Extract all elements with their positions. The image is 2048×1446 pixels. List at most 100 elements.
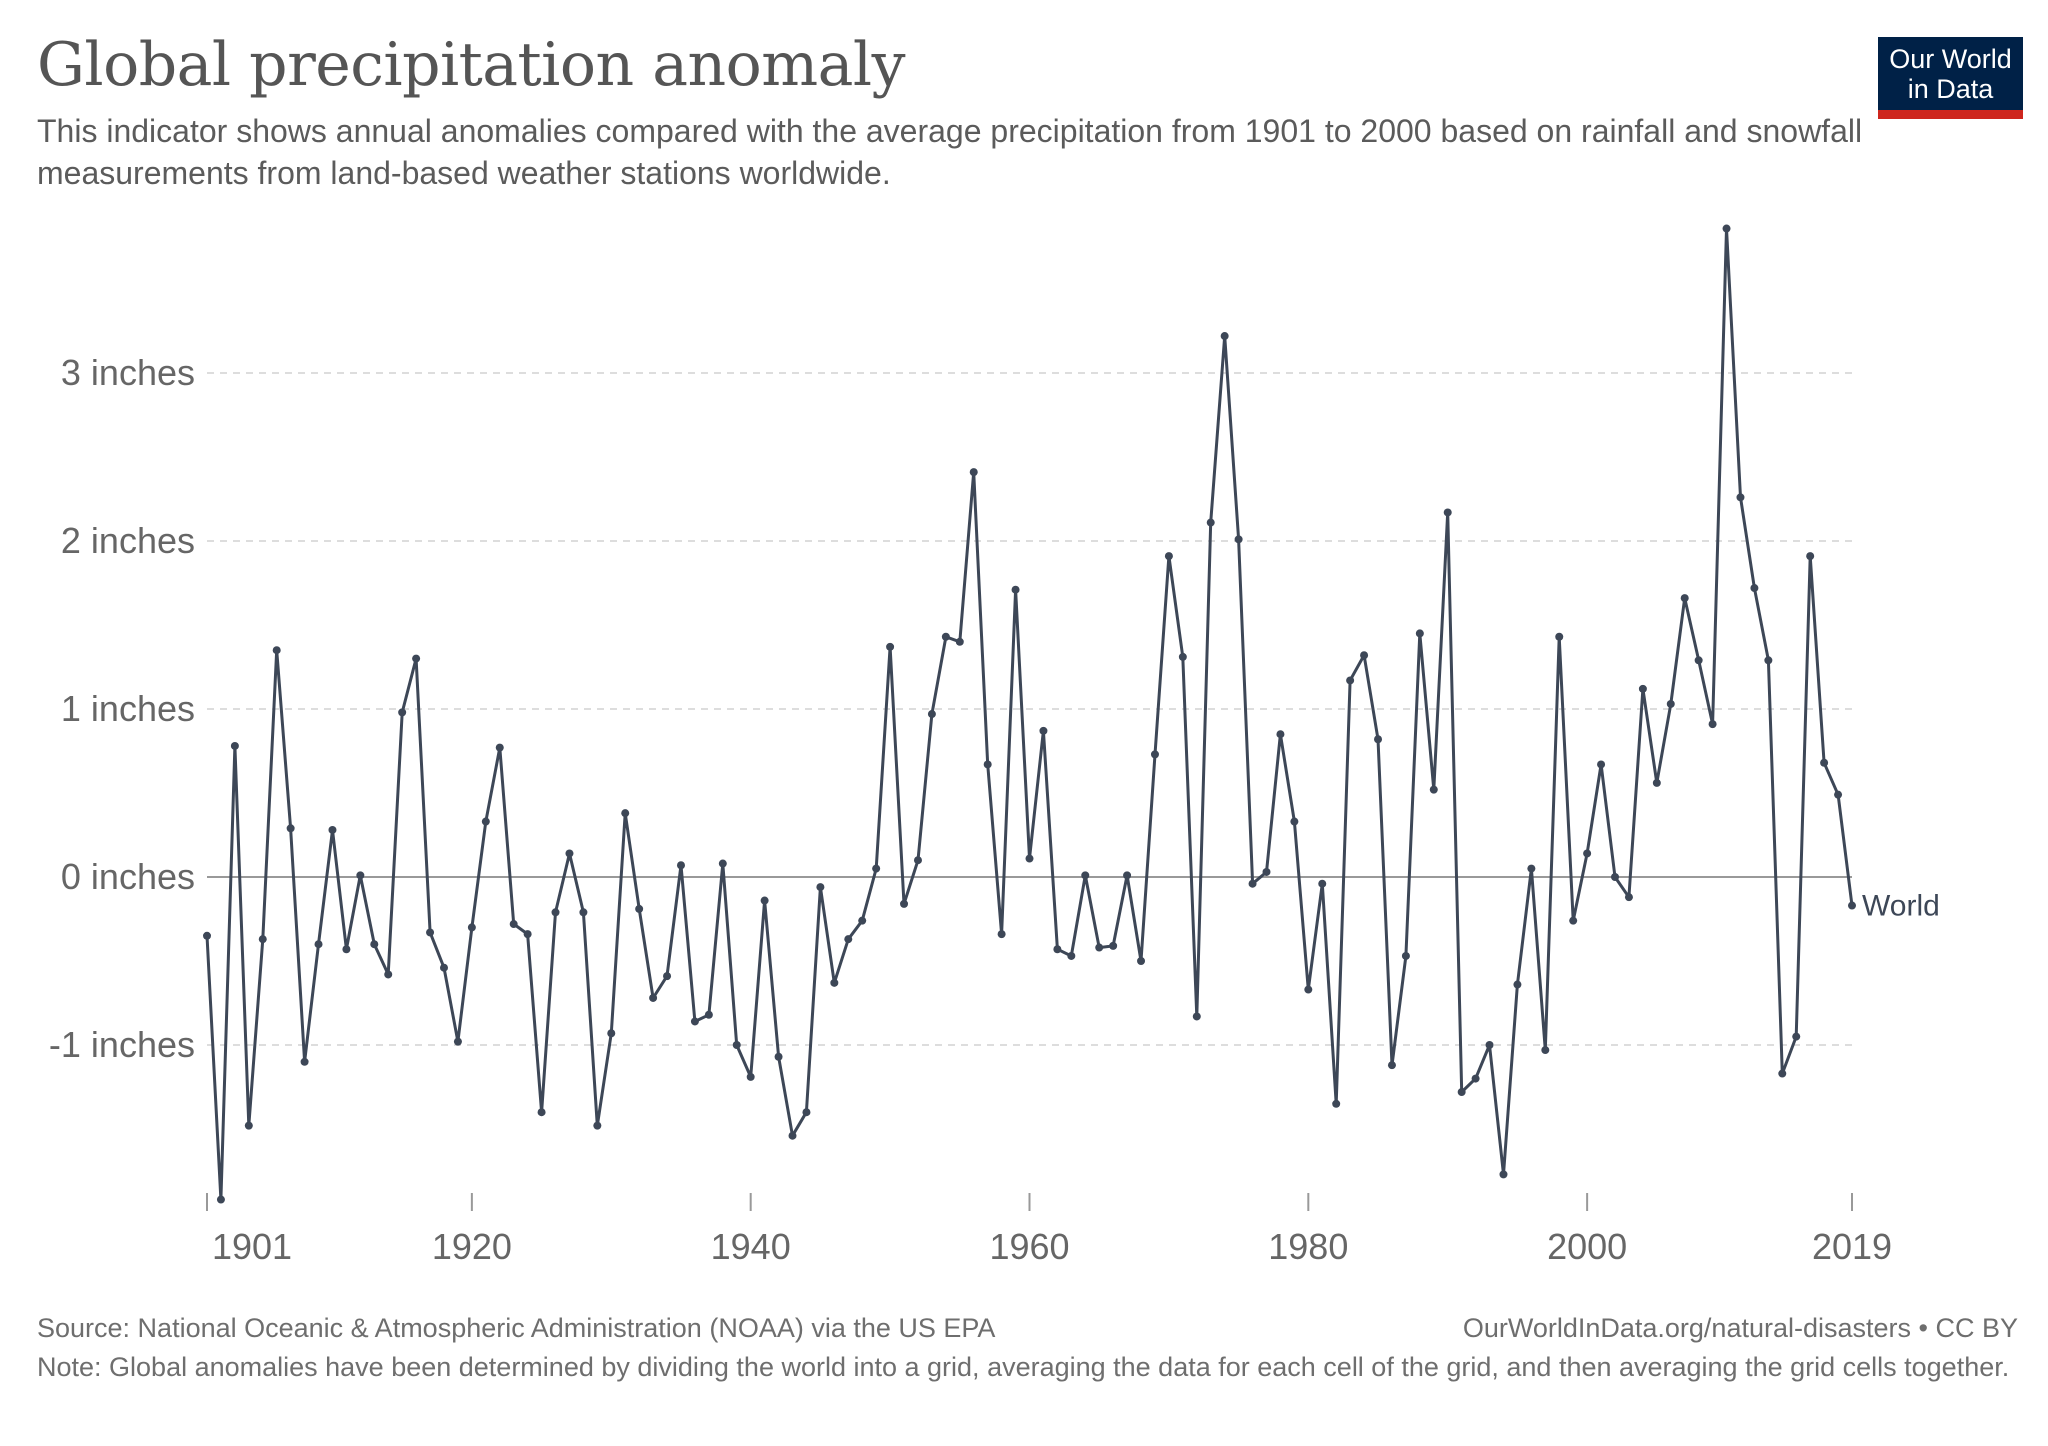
data-point xyxy=(495,743,504,752)
data-point xyxy=(216,1195,225,1204)
data-point xyxy=(1290,817,1299,826)
data-point xyxy=(1109,941,1118,950)
data-point xyxy=(1722,224,1731,233)
data-point xyxy=(872,864,881,873)
data-point xyxy=(1415,629,1424,638)
x-tick-label: 2019 xyxy=(1812,1226,1892,1267)
data-point xyxy=(1387,1061,1396,1070)
data-point xyxy=(342,945,351,954)
data-point xyxy=(927,710,936,719)
series-line xyxy=(205,227,1854,1202)
data-point xyxy=(746,1072,755,1081)
data-point xyxy=(426,928,435,937)
data-point xyxy=(663,972,672,981)
data-point xyxy=(1541,1046,1550,1055)
data-point xyxy=(1332,1099,1341,1108)
data-point xyxy=(1471,1074,1480,1083)
data-point xyxy=(1095,943,1104,952)
data-point xyxy=(1834,790,1843,799)
data-point xyxy=(1067,951,1076,960)
data-point xyxy=(593,1121,602,1130)
data-point xyxy=(1234,535,1243,544)
source-text: Source: National Oceanic & Atmospheric A… xyxy=(37,1313,996,1343)
data-point xyxy=(1123,871,1132,880)
x-tick-label: 1901 xyxy=(212,1226,292,1267)
data-point xyxy=(300,1057,309,1066)
data-point xyxy=(635,904,644,913)
y-tick-label: 0 inches xyxy=(61,856,195,897)
data-point xyxy=(1374,735,1383,744)
data-point xyxy=(1053,945,1062,954)
owid-logo[interactable]: Our World in Data xyxy=(1878,37,2023,119)
data-point xyxy=(941,632,950,641)
data-point xyxy=(1011,585,1020,594)
data-point xyxy=(1443,508,1452,517)
series-label: World xyxy=(1862,890,1940,923)
data-point xyxy=(1457,1088,1466,1097)
data-point xyxy=(1276,730,1285,739)
data-point xyxy=(844,935,853,944)
data-point xyxy=(886,642,895,651)
data-point xyxy=(1666,699,1675,708)
data-point xyxy=(676,861,685,870)
data-point xyxy=(1150,750,1159,759)
data-point xyxy=(1360,651,1369,660)
data-point xyxy=(1680,594,1689,603)
data-point xyxy=(830,978,839,987)
chart-title: Global precipitation anomaly xyxy=(37,30,905,100)
data-point xyxy=(1624,893,1633,902)
data-point xyxy=(439,963,448,972)
data-point xyxy=(1262,867,1271,876)
data-point xyxy=(537,1108,546,1117)
y-tick-label: 1 inches xyxy=(61,688,195,729)
note-text: Note: Global anomalies have been determi… xyxy=(37,1352,2010,1382)
data-point xyxy=(509,920,518,929)
data-point xyxy=(1848,901,1856,910)
data-point xyxy=(913,856,922,865)
data-point xyxy=(649,993,658,1002)
data-point xyxy=(621,809,630,818)
data-point xyxy=(272,646,281,655)
data-point xyxy=(551,908,560,917)
data-point xyxy=(1820,758,1829,767)
data-point xyxy=(523,930,532,939)
data-point xyxy=(565,849,574,858)
data-point xyxy=(1555,632,1564,641)
data-point xyxy=(690,1017,699,1026)
y-tick-label: -1 inches xyxy=(49,1024,195,1065)
data-point xyxy=(1750,584,1759,593)
data-point xyxy=(398,708,407,717)
data-point xyxy=(481,817,490,826)
data-point xyxy=(356,871,365,880)
data-point xyxy=(1583,849,1592,858)
data-point xyxy=(1778,1069,1787,1078)
data-point xyxy=(1346,676,1355,685)
data-point xyxy=(1206,518,1215,527)
x-tick-label: 2000 xyxy=(1547,1226,1627,1267)
data-point xyxy=(1025,854,1034,863)
y-tick-label: 2 inches xyxy=(61,520,195,561)
data-point xyxy=(760,896,769,905)
logo-text: Our World in Data xyxy=(1889,44,2012,104)
data-point xyxy=(230,741,239,750)
data-point xyxy=(955,637,964,646)
data-point xyxy=(816,883,825,892)
data-point xyxy=(1485,1041,1494,1049)
data-point xyxy=(802,1108,811,1117)
data-point xyxy=(607,1029,616,1038)
data-point xyxy=(1569,916,1578,925)
data-point xyxy=(1248,879,1257,888)
data-point xyxy=(1304,985,1313,994)
data-point xyxy=(1318,879,1327,888)
data-point xyxy=(467,923,476,932)
data-point xyxy=(1597,760,1606,769)
data-point xyxy=(1220,332,1229,341)
data-point xyxy=(1164,552,1173,561)
data-point xyxy=(1039,726,1048,735)
data-point xyxy=(203,931,211,940)
x-tick-label: 1960 xyxy=(989,1226,1069,1267)
logo-line-2: in Data xyxy=(1907,73,1994,104)
credit-link[interactable]: OurWorldInData.org/natural-disasters • C… xyxy=(1462,1313,2018,1343)
data-point xyxy=(732,1041,741,1049)
data-point xyxy=(718,859,727,868)
